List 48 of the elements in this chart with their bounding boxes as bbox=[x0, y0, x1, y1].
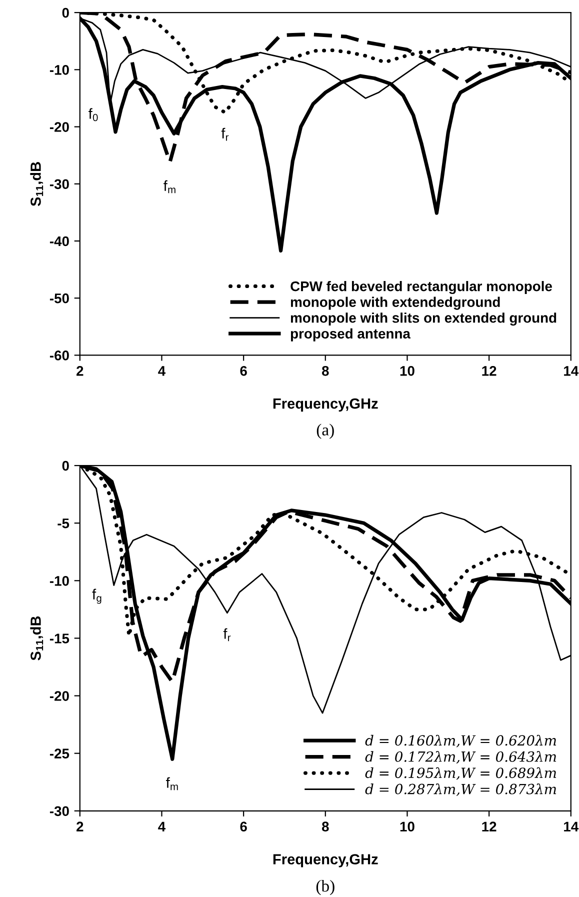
annotation: f$_{0}$ bbox=[88, 108, 98, 122]
legend-label: proposed antenna bbox=[290, 328, 411, 342]
x-axis-title: Frequency,GHz bbox=[273, 854, 378, 868]
y-tick-label: -30 bbox=[50, 179, 69, 190]
x-tick-label: 4 bbox=[158, 366, 166, 376]
y-tick-label: 0 bbox=[62, 8, 69, 18]
y-tick-label: -5 bbox=[58, 518, 70, 528]
legend-label: d = 0.172λm,W = 0.643λm bbox=[365, 751, 556, 764]
annotation: f$_{r}$ bbox=[223, 628, 231, 642]
y-tick-label: -30 bbox=[50, 806, 69, 816]
annotation: f$_{m}$ bbox=[164, 180, 176, 194]
y-tick-label: -25 bbox=[50, 748, 70, 758]
y-tick-label: -10 bbox=[50, 65, 69, 75]
x-tick-label: 14 bbox=[564, 822, 579, 832]
annotation: f$_{m}$ bbox=[166, 777, 178, 790]
legend-label: d = 0.160λm,W = 0.620λm bbox=[365, 734, 556, 748]
y-tick-label: 0 bbox=[62, 460, 69, 471]
x-tick-label: 12 bbox=[482, 822, 496, 832]
x-tick-label: 4 bbox=[158, 822, 166, 832]
y-tick-label: -50 bbox=[50, 293, 69, 304]
y-tick-label: -10 bbox=[50, 576, 69, 586]
annotation: f$_{g}$ bbox=[92, 588, 102, 604]
y-tick-label: -40 bbox=[50, 236, 69, 246]
x-tick-label: 8 bbox=[322, 366, 329, 376]
x-tick-label: 10 bbox=[400, 366, 414, 376]
text: (b) bbox=[316, 880, 334, 896]
annotation: f$_{r}$ bbox=[221, 128, 229, 141]
x-tick-label: 8 bbox=[322, 822, 329, 832]
legend-label: d = 0.195λm,W = 0.689λm bbox=[365, 767, 556, 780]
y-tick-label: -15 bbox=[50, 634, 70, 644]
x-tick-label: 12 bbox=[482, 366, 496, 376]
legend-label: monopole with extendedground bbox=[290, 296, 500, 310]
y-axis-title: S$_{11}$,dB bbox=[30, 616, 44, 660]
x-tick-label: 10 bbox=[400, 822, 414, 832]
y-tick-label: -20 bbox=[50, 691, 69, 701]
x-axis-title: Frequency,GHz bbox=[273, 398, 378, 412]
x-tick-label: 6 bbox=[240, 822, 247, 832]
legend-label: CPW fed beveled rectangular monopole bbox=[290, 281, 552, 294]
y-tick-label: -20 bbox=[50, 122, 69, 132]
x-tick-label: 6 bbox=[240, 366, 247, 376]
y-tick-label: -60 bbox=[50, 350, 69, 360]
x-tick-label: 2 bbox=[76, 822, 84, 832]
legend-label: d = 0.287λm,W = 0.873λm bbox=[365, 783, 556, 796]
y-axis-title: S$_{11}$,dB bbox=[30, 162, 44, 206]
x-tick-label: 2 bbox=[76, 366, 84, 376]
x-tick-label: 14 bbox=[564, 366, 579, 376]
text: (a) bbox=[316, 424, 334, 439]
legend-label: monopole with slits on extended ground bbox=[290, 312, 556, 326]
